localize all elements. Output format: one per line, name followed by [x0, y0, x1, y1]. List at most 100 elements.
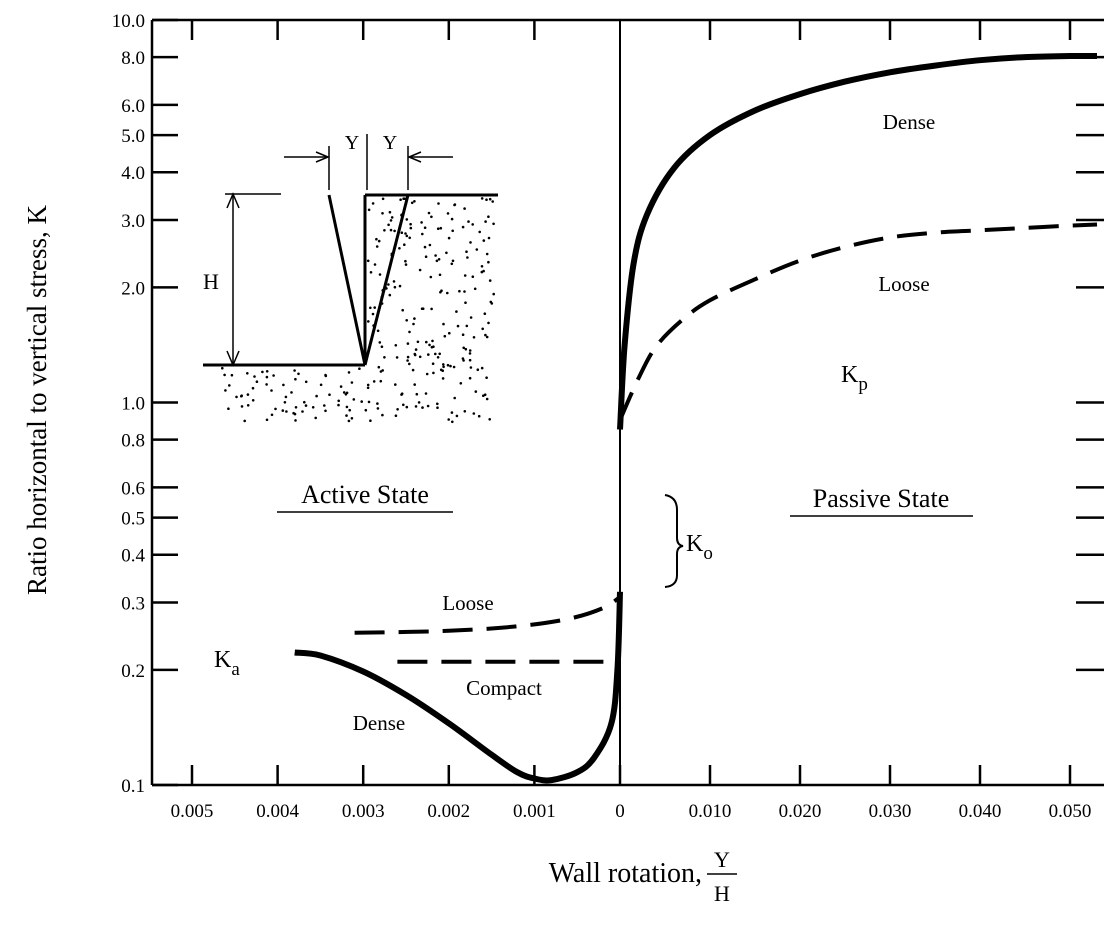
- sand-dot: [372, 380, 376, 383]
- sand-dot: [450, 217, 454, 221]
- sand-dot: [471, 275, 475, 279]
- sand-dot: [442, 363, 445, 366]
- sand-dot: [396, 408, 399, 411]
- sand-dot: [352, 398, 356, 401]
- sand-dot: [350, 381, 354, 384]
- sand-dot: [235, 395, 238, 399]
- sand-dot: [402, 403, 405, 407]
- sand-dot: [480, 366, 484, 370]
- y-tick-label-9: 0.6: [121, 478, 145, 499]
- sand-dot: [381, 413, 384, 417]
- sand-dot: [394, 383, 397, 386]
- y-tick-label-11: 0.4: [121, 546, 145, 567]
- sand-dot: [345, 391, 349, 395]
- sand-dot: [480, 270, 484, 274]
- sand-dot: [430, 345, 434, 349]
- sand-dot: [328, 393, 331, 397]
- sand-dot: [431, 339, 434, 343]
- sand-dot: [405, 319, 409, 322]
- sand-dot: [294, 419, 297, 422]
- sand-dot: [337, 403, 340, 407]
- sand-dot: [485, 252, 489, 256]
- sand-dot: [293, 369, 296, 372]
- sand-dot: [324, 373, 327, 377]
- sand-dot: [339, 385, 343, 388]
- sand-dot: [417, 401, 421, 404]
- sand-dot: [468, 376, 472, 380]
- curve-passive-loose: [618, 222, 1098, 421]
- y-tick-label-7: 1.0: [121, 394, 145, 415]
- sand-dot: [399, 198, 402, 201]
- sand-dot: [441, 369, 445, 373]
- labels: Active State Passive State Dense Loose Loose…: [214, 110, 973, 735]
- sand-dot: [414, 348, 418, 351]
- sand-dot: [467, 220, 470, 223]
- sand-dot: [403, 243, 406, 246]
- curve-active-loose: [354, 595, 622, 635]
- sand-dot: [255, 380, 259, 384]
- sand-dot: [409, 226, 413, 230]
- sand-dot: [488, 418, 492, 421]
- sand-dot: [441, 377, 445, 380]
- sand-dot: [449, 364, 452, 368]
- sand-dot: [401, 308, 405, 312]
- sand-dot: [373, 306, 377, 309]
- sand-dot: [491, 200, 495, 203]
- sand-dot: [474, 390, 478, 393]
- sand-dot: [406, 359, 409, 362]
- sand-dot: [466, 256, 469, 259]
- sand-dot: [371, 202, 375, 205]
- sand-dot: [475, 248, 479, 251]
- sand-dot: [430, 215, 433, 219]
- sand-dot: [383, 356, 386, 359]
- sand-dot: [314, 416, 318, 420]
- sand-dot: [270, 413, 274, 417]
- sand-dot: [369, 419, 372, 423]
- sand-dot: [482, 394, 485, 398]
- displacement-label-left: Y: [345, 132, 359, 154]
- sand-dot: [228, 384, 231, 387]
- y-tick-label-2: 6.0: [121, 96, 145, 117]
- sand-dot: [481, 327, 485, 331]
- sand-dot: [393, 285, 397, 289]
- sand-dot: [468, 352, 472, 355]
- sand-dot: [472, 412, 476, 415]
- sand-dot: [413, 317, 416, 320]
- sand-dot: [293, 412, 297, 416]
- sand-dot: [303, 400, 306, 404]
- sand-dot: [439, 290, 442, 294]
- height-arrow-top: [226, 192, 240, 209]
- sand-dot: [342, 391, 346, 394]
- sand-dot: [243, 419, 246, 423]
- sand-dot: [304, 404, 308, 407]
- sand-dot: [446, 291, 449, 295]
- sand-dot: [436, 406, 439, 410]
- sand-dots: [221, 197, 496, 424]
- x-tick-label-active-4: 0.001: [513, 801, 556, 822]
- sand-dot: [285, 410, 288, 413]
- sand-dot: [418, 355, 422, 359]
- x-tick-label-active-1: 0.004: [256, 801, 299, 822]
- sand-dot: [482, 239, 486, 242]
- sand-dot: [427, 353, 430, 356]
- sand-dot: [405, 405, 409, 409]
- sand-dot: [431, 362, 435, 366]
- sand-dot: [410, 201, 414, 205]
- sand-dot: [434, 254, 437, 257]
- sand-dot: [412, 322, 415, 326]
- sand-dot: [311, 406, 315, 409]
- sand-dot: [471, 223, 475, 226]
- sand-dot: [283, 401, 287, 404]
- sand-dot: [413, 200, 416, 203]
- sand-dot: [484, 220, 487, 223]
- sand-dot: [227, 407, 230, 411]
- wall-active: [327, 194, 367, 366]
- sand-dot: [416, 340, 420, 344]
- sand-body: [218, 195, 498, 425]
- sand-dot: [265, 418, 269, 422]
- sand-dot: [437, 202, 440, 205]
- sand-dot: [487, 236, 491, 240]
- sand-dot: [375, 237, 378, 241]
- x-tick-label-active-2: 0.003: [342, 801, 385, 822]
- sand-dot: [464, 301, 467, 305]
